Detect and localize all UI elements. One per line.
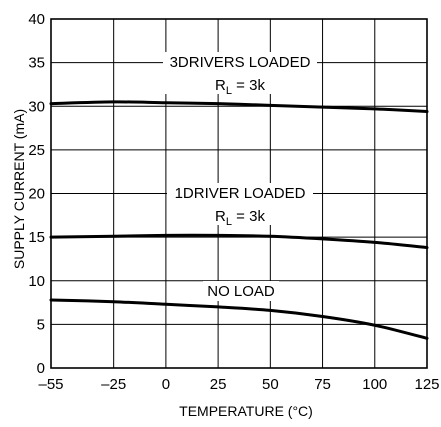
x-tick-label: 75	[314, 376, 331, 393]
y-tick-label: 35	[28, 55, 45, 72]
x-tick-label: –55	[38, 376, 63, 393]
axes: –55 –25 0 25 50 75 100 125 0 5 10 15 20 25 30 35 40	[28, 11, 439, 393]
series-line-2	[49, 233, 429, 250]
x-tick-label: 25	[210, 376, 227, 393]
y-tick-label: 25	[28, 142, 45, 159]
x-tick-label: 50	[262, 376, 279, 393]
annotation-1driver-resistance: RL = 3k	[215, 208, 265, 228]
annotation-1driver-title: 1DRIVER LOADED	[175, 185, 306, 202]
y-tick-label: 10	[28, 273, 45, 290]
y-tick-label: 15	[28, 229, 45, 246]
y-tick-label: 40	[28, 11, 45, 28]
x-tick-label: –25	[101, 376, 126, 393]
x-tick-label: 0	[162, 376, 170, 393]
y-axis-title: SUPPLY CURRENT (mA)	[11, 109, 27, 269]
series-line-3	[49, 298, 429, 340]
x-tick-label: 125	[414, 376, 439, 393]
x-tick-label: 100	[362, 376, 387, 393]
y-tick-label: 30	[28, 98, 45, 115]
y-tick-label: 0	[37, 360, 45, 377]
series-line-1	[49, 100, 429, 113]
series-layer	[49, 100, 429, 340]
annotation-bg	[203, 281, 279, 301]
plot-frame	[50, 18, 428, 369]
annotations: 3DRIVERS LOADED RL = 3k 1DRIVER LOADED R…	[163, 52, 317, 301]
y-tick-label: 20	[28, 186, 45, 203]
annotation-3drivers-title: 3DRIVERS LOADED	[170, 54, 311, 71]
annotation-bg	[163, 52, 317, 94]
y-tick-label: 5	[37, 316, 45, 333]
x-axis-title: TEMPERATURE (°C)	[179, 403, 313, 419]
annotation-noload: NO LOAD	[207, 283, 275, 300]
annotation-bg	[167, 183, 313, 225]
annotation-3drivers-resistance: RL = 3k	[215, 77, 265, 97]
